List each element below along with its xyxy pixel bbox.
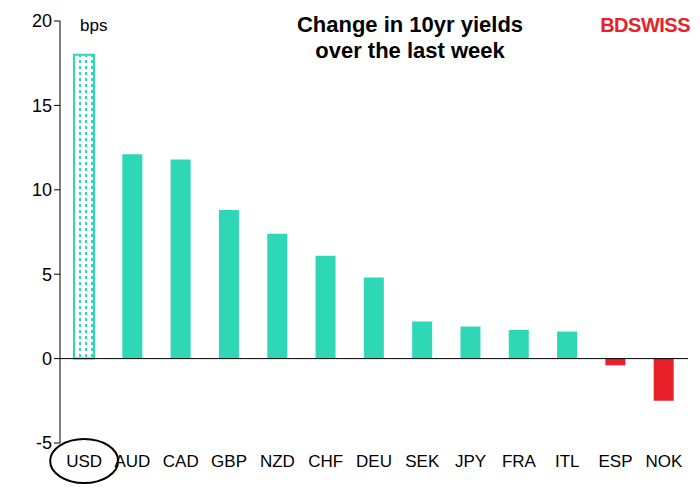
svg-text:SEK: SEK	[405, 452, 440, 471]
svg-text:20: 20	[32, 11, 52, 31]
svg-text:FRA: FRA	[502, 452, 537, 471]
svg-text:JPY: JPY	[455, 452, 486, 471]
svg-text:5: 5	[42, 265, 52, 285]
svg-text:AUD: AUD	[115, 452, 151, 471]
html-text:BDSWISS: BDSWISS	[600, 14, 690, 36]
svg-text:-5: -5	[36, 433, 52, 453]
svg-text:GBP: GBP	[211, 452, 247, 471]
html-text:Change in 10yr yields over the: Change in 10yr yields over the last week	[296, 12, 524, 63]
svg-text:10: 10	[32, 180, 52, 200]
svg-text:0: 0	[42, 349, 52, 369]
svg-text:ITL: ITL	[555, 452, 580, 471]
svg-text:CAD: CAD	[163, 452, 199, 471]
svg-text:NZD: NZD	[260, 452, 295, 471]
html-text:bps: bps	[80, 16, 108, 35]
svg-text:DEU: DEU	[356, 452, 392, 471]
svg-text:CHF: CHF	[308, 452, 343, 471]
svg-text:15: 15	[32, 96, 52, 116]
svg-text:ESP: ESP	[599, 452, 633, 471]
svg-text:USD: USD	[66, 452, 102, 471]
svg-text:NOK: NOK	[645, 452, 683, 471]
